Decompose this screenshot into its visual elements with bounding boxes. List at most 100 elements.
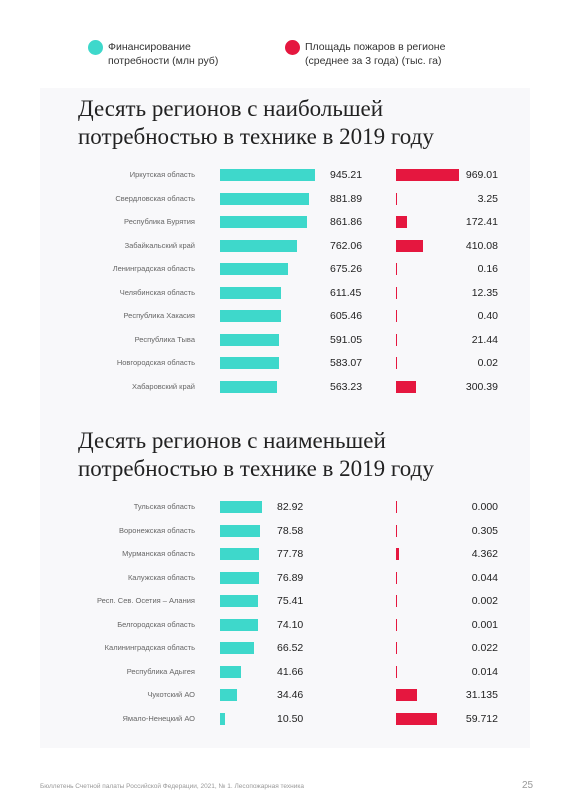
funding-bar — [220, 689, 238, 701]
funding-value: 945.21 — [330, 169, 363, 181]
fire-bar — [396, 310, 397, 322]
fire-bar — [396, 642, 397, 654]
funding-bar — [220, 239, 297, 252]
fire-bar — [396, 665, 397, 678]
funding-bar — [220, 357, 279, 369]
category-label: Республика Бурятия — [124, 217, 195, 226]
funding-bar — [220, 286, 282, 299]
category-label: Хабаровский край — [131, 381, 195, 391]
chart-title: Десять регионов с наименьшей потребность… — [78, 428, 434, 481]
fire-value: 4.362 — [471, 548, 498, 560]
fire-bar — [396, 689, 418, 701]
fire-bar — [396, 286, 397, 299]
funding-bar — [220, 642, 254, 654]
category-label: Тульская область — [133, 502, 195, 511]
funding-value: 10.50 — [277, 712, 304, 725]
category-label: Калининградская область — [104, 643, 195, 652]
funding-value: 66.52 — [277, 642, 304, 654]
fire-value: 0.002 — [471, 595, 498, 607]
fire-value: 3.25 — [477, 192, 498, 205]
category-label: Забайкальский край — [124, 240, 195, 250]
funding-bar — [220, 216, 307, 228]
fire-bar — [396, 595, 397, 607]
fire-value: 12.35 — [471, 286, 498, 299]
fire-bar — [396, 357, 397, 369]
funding-bar — [220, 524, 260, 537]
funding-value: 78.58 — [277, 524, 304, 537]
category-label: Воронежская область — [118, 525, 195, 535]
funding-value: 34.46 — [277, 689, 304, 701]
category-label: Респ. Сев. Осетия – Алания — [96, 596, 195, 605]
funding-value: 611.45 — [330, 286, 362, 299]
funding-value: 77.78 — [277, 548, 304, 560]
funding-bar — [220, 310, 281, 322]
funding-value: 762.06 — [330, 239, 363, 252]
fire-bar — [396, 712, 437, 725]
fire-bar — [396, 192, 397, 205]
fire-value: 410.08 — [465, 239, 498, 252]
fire-value: 59.712 — [465, 712, 498, 725]
funding-bar — [220, 618, 258, 631]
legend-label: Площадь пожаров в регионе (среднее за 3 … — [305, 41, 446, 67]
funding-value: 881.89 — [330, 192, 363, 205]
funding-bar — [220, 571, 259, 584]
funding-value: 563.23 — [330, 380, 363, 393]
fire-value: 969.01 — [465, 169, 498, 181]
category-label: Республика Хакасия — [123, 311, 195, 320]
funding-value: 75.41 — [277, 595, 304, 607]
funding-bar — [220, 263, 288, 275]
fire-value: 21.44 — [471, 333, 498, 346]
legend-marker — [285, 40, 300, 55]
funding-value: 583.07 — [330, 357, 363, 369]
fire-value: 0.02 — [477, 357, 498, 369]
funding-value: 76.89 — [277, 571, 304, 584]
page-number: 25 — [522, 780, 534, 791]
fire-bar — [396, 618, 397, 631]
fire-value: 0.16 — [477, 263, 498, 275]
funding-bar — [220, 169, 315, 181]
fire-bar — [396, 380, 416, 393]
fire-value: 0.40 — [477, 310, 498, 322]
funding-value: 82.92 — [277, 501, 304, 513]
funding-value: 74.10 — [277, 618, 304, 631]
category-label: Челябинская область — [119, 287, 195, 297]
category-label: Республика Адыгея — [126, 666, 195, 676]
category-label: Республика Тыва — [134, 334, 195, 344]
fire-bar — [396, 501, 397, 513]
funding-value: 861.86 — [330, 216, 363, 228]
funding-bar — [220, 712, 226, 725]
funding-value: 591.05 — [330, 333, 363, 346]
fire-value: 0.044 — [471, 571, 498, 584]
funding-bar — [220, 595, 259, 607]
funding-bar — [220, 192, 309, 205]
footer-text: Бюллетень Счетной палаты Российской Феде… — [40, 783, 304, 790]
category-label: Ямало-Ненецкий АО — [122, 713, 195, 723]
fire-bar — [396, 333, 398, 346]
category-label: Мурманская область — [122, 549, 195, 558]
category-label: Ленинградская область — [112, 264, 195, 273]
fire-value: 300.39 — [465, 380, 498, 393]
fire-bar — [396, 524, 397, 537]
legend-label: Финансирование потребности (млн руб) — [108, 41, 219, 67]
fire-value: 0.022 — [471, 642, 498, 654]
fire-bar — [396, 263, 397, 275]
category-label: Калужская область — [127, 572, 195, 582]
funding-value: 41.66 — [277, 665, 304, 678]
fire-value: 0.305 — [471, 524, 498, 537]
funding-bar — [220, 380, 277, 393]
fire-value: 0.000 — [471, 501, 498, 513]
funding-bar — [220, 665, 242, 678]
funding-bar — [220, 501, 262, 513]
fire-bar — [396, 216, 408, 228]
fire-value: 31.135 — [465, 689, 498, 701]
fire-bar — [396, 169, 459, 181]
funding-bar — [220, 333, 280, 346]
funding-bar — [220, 548, 260, 560]
funding-value: 605.46 — [330, 310, 363, 322]
chart-title: Десять регионов с наибольшей потребность… — [78, 96, 434, 149]
category-label: Иркутская область — [129, 170, 195, 179]
fire-value: 0.014 — [471, 665, 498, 678]
fire-bar — [396, 239, 423, 252]
fire-bar — [396, 548, 399, 560]
